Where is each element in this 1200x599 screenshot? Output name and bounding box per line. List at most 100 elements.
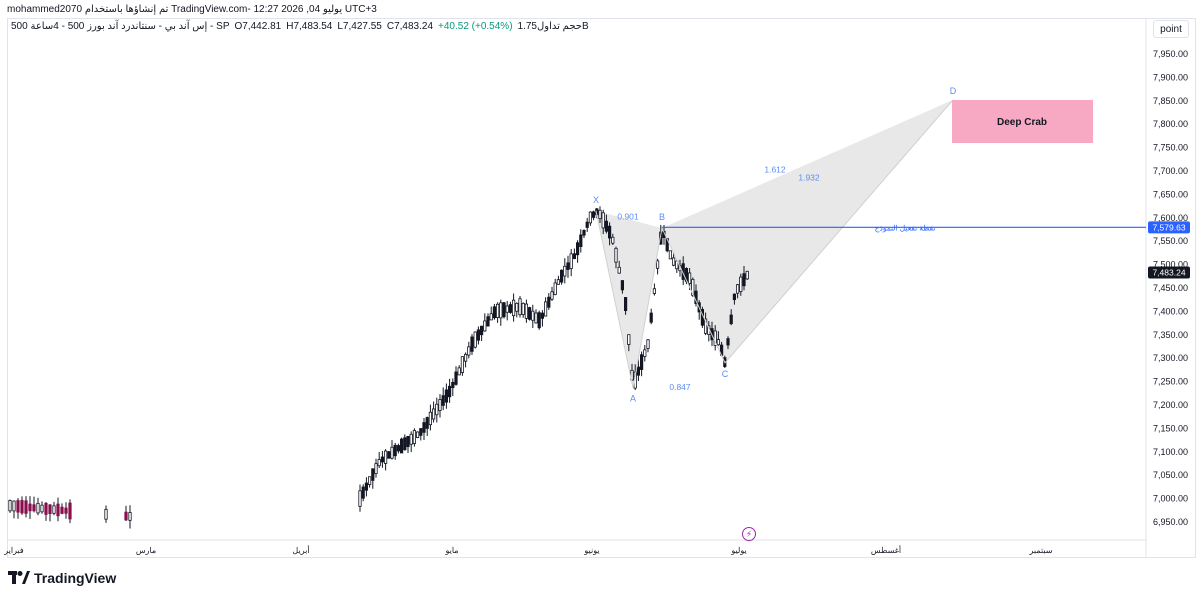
scale-mode-button[interactable]: point xyxy=(1153,20,1189,38)
candle-up xyxy=(646,339,650,349)
symbol-name[interactable]: 500 إس آند بي - سنتاندرد آند بورز 500 - … xyxy=(11,21,230,32)
candle-up xyxy=(611,236,615,244)
candle-up xyxy=(435,403,439,416)
price-tick-label: 7,150.00 xyxy=(1153,423,1188,433)
candle-up xyxy=(534,312,538,324)
price-tick-label: 7,000.00 xyxy=(1153,494,1188,504)
candle-down xyxy=(476,329,481,341)
price-chart[interactable]: 7,950.00 7,900.00 7,850.00 7,800.00 7,750.00… xyxy=(0,0,1200,560)
pattern-ratio-label: 0.847 xyxy=(669,382,691,392)
candle-down xyxy=(537,312,541,329)
candle-down xyxy=(608,225,612,239)
candle-up xyxy=(52,505,56,514)
candle-down xyxy=(742,273,746,287)
pattern-outline xyxy=(595,99,954,388)
candle-up xyxy=(598,209,602,220)
candle-up xyxy=(428,411,433,426)
candle-down xyxy=(64,507,68,514)
pattern-triangle-xab xyxy=(596,210,662,388)
candle-down xyxy=(454,371,458,385)
ohlc-legend: 500 إس آند بي - سنتاندرد آند بورز 500 - … xyxy=(11,21,589,32)
price-tick-label: 6,950.00 xyxy=(1153,517,1188,527)
candle-down xyxy=(528,307,532,320)
candle-up xyxy=(675,260,679,270)
price-tick-label: 7,350.00 xyxy=(1153,330,1188,340)
candle-up xyxy=(518,298,522,316)
candle-down xyxy=(579,234,583,247)
price-tick-label: 7,400.00 xyxy=(1153,306,1188,316)
candle-down xyxy=(604,220,609,232)
candle-up xyxy=(563,265,567,277)
tradingview-logo[interactable]: TradingView xyxy=(8,570,116,586)
candle-down xyxy=(56,503,60,517)
time-tick-label: فبراير xyxy=(3,546,24,555)
candle-down xyxy=(387,451,391,459)
last-price-tag xyxy=(1148,266,1190,279)
price-tick-label: 7,550.00 xyxy=(1153,236,1188,246)
candle-up xyxy=(8,500,12,512)
candle-up xyxy=(383,450,388,464)
candle-up xyxy=(128,512,132,521)
candle-down xyxy=(396,445,401,452)
candle-down xyxy=(444,389,449,403)
close-value: C7,483.24 xyxy=(386,21,434,32)
candle-up xyxy=(627,334,631,345)
chart-frame[interactable] xyxy=(7,18,1196,558)
pattern-name-box[interactable] xyxy=(952,100,1093,143)
candle-down xyxy=(24,500,28,514)
open-value: O7,442.81 xyxy=(234,21,282,32)
time-tick-label: أبريل xyxy=(292,544,309,555)
candle-up xyxy=(473,331,477,348)
candle-down xyxy=(585,221,589,228)
candle-up xyxy=(358,490,362,507)
events-lightning-icon[interactable]: ⚡ xyxy=(742,527,756,541)
candle-up xyxy=(745,270,749,280)
candle-up xyxy=(688,272,692,284)
candle-up xyxy=(499,302,503,319)
high-value: H7,483.54 xyxy=(286,21,333,32)
pattern-ratio-label: 1.932 xyxy=(798,172,820,182)
candle-up xyxy=(643,349,647,357)
pattern-point-x: X xyxy=(593,195,599,205)
candle-up xyxy=(617,266,621,274)
candle-down xyxy=(419,428,423,436)
candle-down xyxy=(422,422,426,433)
candle-up xyxy=(531,310,535,321)
candle-up xyxy=(467,346,471,356)
candle-down xyxy=(479,325,484,336)
candle-down xyxy=(592,211,596,218)
candle-up xyxy=(544,301,548,317)
candle-down xyxy=(636,366,641,376)
price-tick-label: 7,100.00 xyxy=(1153,447,1188,457)
candle-up xyxy=(409,433,413,445)
candle-down xyxy=(403,437,407,451)
candle-up xyxy=(556,279,561,285)
candle-up xyxy=(374,463,378,475)
candle-down xyxy=(566,262,570,270)
pattern-name-label: Deep Crab xyxy=(997,117,1047,128)
candle-down xyxy=(48,504,52,515)
candle-down xyxy=(560,269,564,283)
candle-down xyxy=(16,500,20,513)
candle-up xyxy=(515,302,519,312)
candle-down xyxy=(371,468,375,481)
candle-up xyxy=(672,257,676,266)
candle-up xyxy=(438,399,442,411)
candle-up xyxy=(512,299,516,317)
activation-price-label: 7,579.63 xyxy=(1152,222,1185,232)
candle-down xyxy=(32,504,36,512)
candle-up xyxy=(521,302,525,315)
candle-up xyxy=(588,211,593,224)
candle-up xyxy=(489,313,493,321)
candle-up xyxy=(457,367,461,376)
candle-down xyxy=(68,502,72,520)
candle-down xyxy=(649,312,653,323)
candle-up xyxy=(569,253,573,269)
candle-up xyxy=(652,288,657,294)
candle-down xyxy=(729,314,733,325)
candle-down xyxy=(441,395,445,406)
candle-up xyxy=(460,356,465,373)
candle-up xyxy=(716,339,721,346)
time-tick-label: مارس xyxy=(136,546,156,555)
candle-up xyxy=(736,284,740,294)
